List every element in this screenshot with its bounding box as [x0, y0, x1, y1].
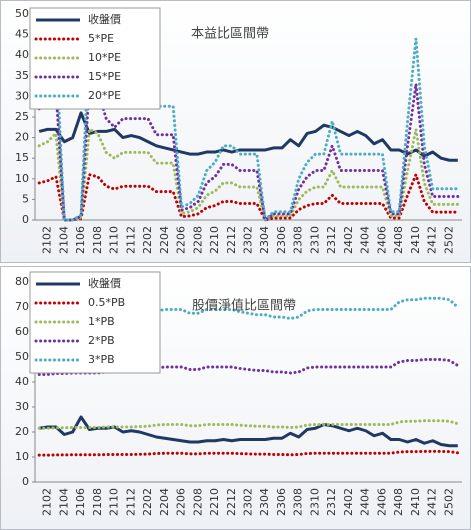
series-line	[38, 111, 458, 162]
x-tick-label: 2306	[275, 488, 288, 516]
x-tick-label: 2108	[91, 488, 104, 516]
legend-label: 1*PB	[88, 315, 115, 328]
legend-label: 收盤價	[88, 276, 121, 290]
y-tick-label: 60	[15, 325, 29, 338]
x-tick-label: 2406	[375, 488, 388, 516]
x-tick-label: 2402	[342, 488, 355, 516]
x-tick-label: 2106	[74, 488, 87, 516]
series-line	[37, 173, 460, 222]
legend-box	[29, 7, 161, 110]
x-tick-label: 2210	[208, 488, 221, 516]
legend-label: 3*PB	[88, 353, 115, 366]
y-tick-label: 20	[15, 425, 29, 438]
x-tick-label: 2202	[141, 226, 154, 254]
x-tick-label: 2204	[158, 226, 171, 254]
x-tick-label: 2208	[191, 226, 204, 254]
y-tick-label: 30	[15, 400, 29, 413]
x-tick-label: 2312	[325, 488, 338, 516]
x-tick-label: 2204	[158, 488, 171, 516]
legend-label: 5*PE	[88, 32, 114, 45]
series-line	[37, 419, 460, 430]
x-tick-label: 2104	[57, 226, 70, 254]
y-tick-label: 80	[15, 275, 29, 288]
y-tick-label: 30	[15, 89, 29, 102]
x-tick-label: 2104	[57, 488, 70, 516]
x-tick-label: 2102	[41, 488, 54, 516]
x-tick-label: 2404	[359, 226, 372, 254]
legend-label: 15*PE	[88, 70, 121, 83]
x-tick-label: 2112	[124, 226, 137, 254]
x-tick-label: 2310	[308, 488, 321, 516]
y-tick-label: 0	[22, 213, 29, 226]
y-tick-label: 45	[15, 28, 29, 41]
x-tick-label: 2310	[308, 226, 321, 254]
x-tick-label: 2306	[275, 226, 288, 254]
y-tick-label: 5	[22, 192, 29, 205]
x-tick-label: 2502	[442, 488, 455, 516]
y-tick-label: 10	[15, 172, 29, 185]
y-tick-label: 40	[15, 48, 29, 61]
legend-box	[29, 271, 161, 374]
x-tick-label: 2108	[91, 226, 104, 254]
x-tick-label: 2408	[392, 488, 405, 516]
x-tick-label: 2304	[258, 226, 271, 254]
legend-label: 2*PB	[88, 334, 115, 347]
x-tick-label: 2110	[108, 226, 121, 254]
y-tick-label: 0	[22, 475, 29, 488]
x-tick-label: 2412	[426, 226, 439, 254]
x-tick-label: 2308	[292, 226, 305, 254]
y-tick-label: 35	[15, 69, 29, 82]
chart-title: 本益比區間帶	[191, 27, 269, 42]
y-tick-label: 15	[15, 151, 29, 164]
chart-title: 股價淨值比區間帶	[192, 298, 296, 314]
legend-label: 收盤價	[88, 12, 121, 26]
series-line	[37, 449, 460, 457]
y-tick-label: 20	[15, 131, 29, 144]
x-tick-label: 2412	[426, 488, 439, 516]
x-tick-label: 2308	[292, 488, 305, 516]
x-tick-label: 2404	[359, 488, 372, 516]
x-tick-label: 2304	[258, 488, 271, 516]
y-tick-label: 50	[15, 350, 29, 363]
x-tick-label: 2206	[175, 488, 188, 516]
x-tick-label: 2106	[74, 226, 87, 254]
x-tick-label: 2302	[242, 226, 255, 254]
series-line	[37, 127, 460, 222]
x-tick-label: 2408	[392, 226, 405, 254]
series-line	[37, 37, 460, 222]
x-tick-label: 2502	[442, 226, 455, 254]
x-tick-label: 2406	[375, 226, 388, 254]
x-tick-label: 2410	[409, 226, 422, 254]
x-tick-label: 2112	[124, 488, 137, 516]
x-tick-label: 2212	[225, 488, 238, 516]
x-tick-label: 2202	[141, 488, 154, 516]
x-tick-label: 2402	[342, 226, 355, 254]
legend-label: 0.5*PB	[88, 296, 125, 309]
x-tick-label: 2102	[41, 226, 54, 254]
legend-label: 20*PE	[88, 89, 121, 102]
y-tick-label: 10	[15, 450, 29, 463]
x-tick-label: 2206	[175, 226, 188, 254]
x-tick-label: 2210	[208, 226, 221, 254]
x-tick-label: 2212	[225, 226, 238, 254]
x-tick-label: 2410	[409, 488, 422, 516]
y-tick-label: 40	[15, 375, 29, 388]
y-tick-label: 50	[15, 7, 29, 20]
x-tick-label: 2208	[191, 488, 204, 516]
x-tick-label: 2302	[242, 488, 255, 516]
x-tick-label: 2312	[325, 226, 338, 254]
y-tick-label: 25	[15, 110, 29, 123]
y-tick-label: 70	[15, 300, 29, 313]
legend-label: 10*PE	[88, 51, 121, 64]
x-tick-label: 2110	[108, 488, 121, 516]
